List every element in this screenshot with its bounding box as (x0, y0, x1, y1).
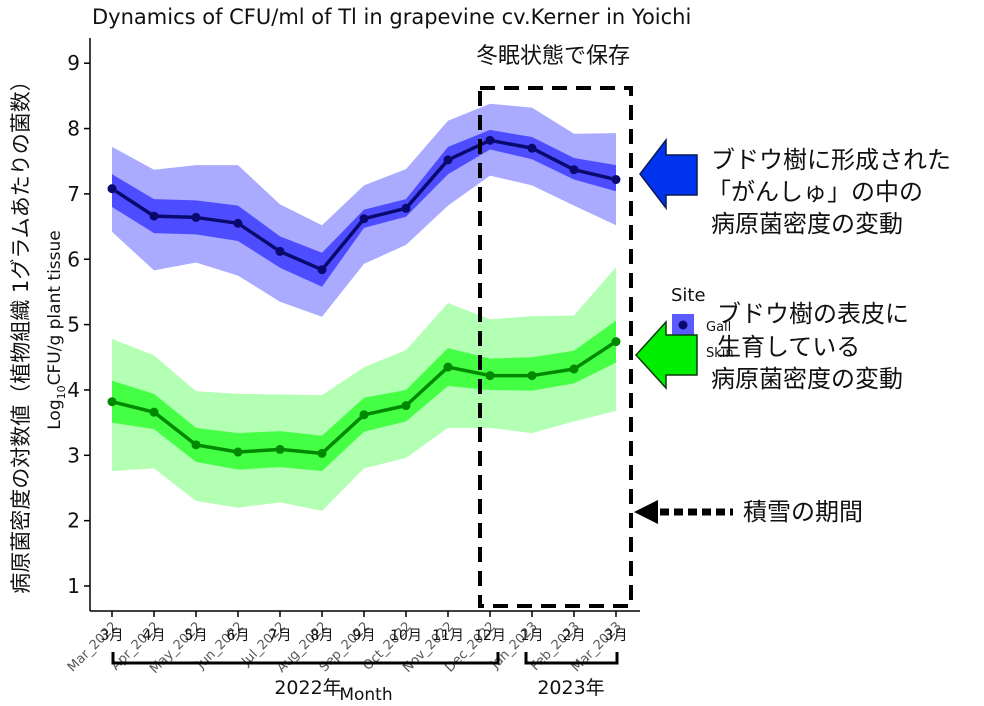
skin-point-Jul_2022 (275, 444, 285, 454)
x-month-label-1: 4月 (143, 628, 166, 644)
legend-point-gall (678, 320, 688, 330)
snow-note: 積雪の期間 (743, 498, 863, 526)
x-month-label-0: 3月 (101, 628, 124, 644)
skin-point-Aug_2022 (317, 448, 327, 458)
y-axis-label-jp: 病原菌密度の対数値（植物組織 1グラムあたりの菌数） (9, 70, 33, 593)
y-axis-label: Log10CFU/g plant tissue (45, 230, 68, 430)
gall-point-Apr_2022 (149, 211, 159, 221)
gall-point-Jan_2023 (527, 143, 537, 153)
x-axis-ticks: Mar_20223月Apr_20224月May_20225月Jun_20226月… (65, 611, 628, 677)
skin-point-Sep_2022 (359, 410, 369, 420)
y-tick-label-1: 1 (67, 574, 80, 598)
y-tick-label-9: 9 (67, 51, 80, 75)
y-axis-ticks: 1 2 3 4 5 6 7 8 9 (67, 51, 90, 598)
skin-point-Mar_2022 (107, 397, 117, 407)
x-month-label-3: 6月 (227, 628, 250, 644)
legend-title: Site (671, 285, 706, 306)
year-2023-label: 2023年 (537, 677, 604, 699)
gall-point-Mar_2022 (107, 184, 117, 194)
gall-point-Oct_2022 (401, 203, 411, 213)
x-month-label-10: 1月 (521, 628, 544, 644)
gall-point-Dec_2022 (485, 135, 495, 145)
skin-point-Nov_2022 (443, 362, 453, 372)
gall-point-Nov_2022 (443, 155, 453, 165)
dormancy-period-box (478, 86, 633, 608)
skin-inner-band (112, 320, 616, 471)
y-tick-label-8: 8 (67, 117, 80, 141)
y-tick-label-5: 5 (67, 313, 80, 337)
series-points (107, 135, 621, 458)
gall-note-line-2: 「がんしゅ」の中の (707, 178, 923, 206)
legend-label-gall: Gall (706, 320, 731, 335)
snow-arrow-head (634, 500, 658, 524)
x-month-label-6: 9月 (353, 628, 376, 644)
gall-point-Sep_2022 (359, 214, 369, 224)
gall-point-Feb_2023 (569, 165, 579, 175)
skin-note-line-3: 病原菌密度の変動 (711, 365, 903, 393)
x-month-label-11: 2月 (563, 628, 586, 644)
dormancy-label: 冬眠状態で保存 (476, 44, 630, 69)
gall-inner-band (112, 129, 616, 287)
skin-arrow (634, 320, 698, 390)
gall-note: ブドウ樹に形成された 「がんしゅ」の中の 病原菌密度の変動 (707, 146, 951, 238)
gall-arrow (639, 137, 698, 211)
gall-note-line-3: 病原菌密度の変動 (711, 210, 903, 238)
confidence-bands (112, 103, 616, 511)
bracket-2023 (524, 652, 619, 665)
skin-note-line-2: 生育している (717, 333, 860, 361)
skin-point-May_2022 (191, 440, 201, 450)
skin-point-Feb_2023 (569, 364, 579, 374)
gall-point-May_2022 (191, 212, 201, 222)
year-2022-label: 2022年 (274, 677, 341, 699)
skin-point-Apr_2022 (149, 407, 159, 417)
y-tick-label-2: 2 (67, 509, 80, 533)
chart-title: Dynamics of CFU/ml of Tl in grapevine cv… (92, 5, 691, 29)
gall-point-Jun_2022 (233, 218, 243, 228)
x-month-label-8: 11月 (432, 628, 464, 644)
legend-label-skin: Skin (706, 346, 734, 361)
skin-point-Jan_2023 (527, 371, 537, 381)
gall-point-Jul_2022 (275, 246, 285, 256)
skin-point-Jun_2022 (233, 447, 243, 457)
y-tick-label-4: 4 (67, 378, 80, 402)
skin-point-Mar_2023 (611, 337, 621, 347)
x-month-label-9: 12月 (474, 628, 506, 644)
gall-point-Aug_2022 (317, 265, 327, 275)
x-month-label-12: 3月 (605, 628, 628, 644)
bracket-2022 (111, 652, 500, 665)
skin-point-Oct_2022 (401, 401, 411, 411)
y-tick-label-7: 7 (67, 182, 80, 206)
gall-point-Mar_2023 (611, 175, 621, 185)
x-month-label-7: 10月 (390, 628, 422, 644)
x-month-label-5: 8月 (311, 628, 334, 644)
skin-note-line-1: ブドウ樹の表皮に (717, 300, 909, 328)
y-tick-label-3: 3 (67, 443, 80, 467)
x-axis-label: Month (339, 685, 392, 705)
x-month-label-2: 5月 (185, 628, 208, 644)
skin-point-Dec_2022 (485, 371, 495, 381)
skin-note: ブドウ樹の表皮に 生育している 病原菌密度の変動 (711, 300, 909, 393)
snow-period-arrow (634, 500, 733, 524)
x-month-label-4: 7月 (269, 628, 292, 644)
y-tick-label-6: 6 (67, 247, 80, 271)
gall-note-line-1: ブドウ樹に形成された (711, 146, 951, 174)
